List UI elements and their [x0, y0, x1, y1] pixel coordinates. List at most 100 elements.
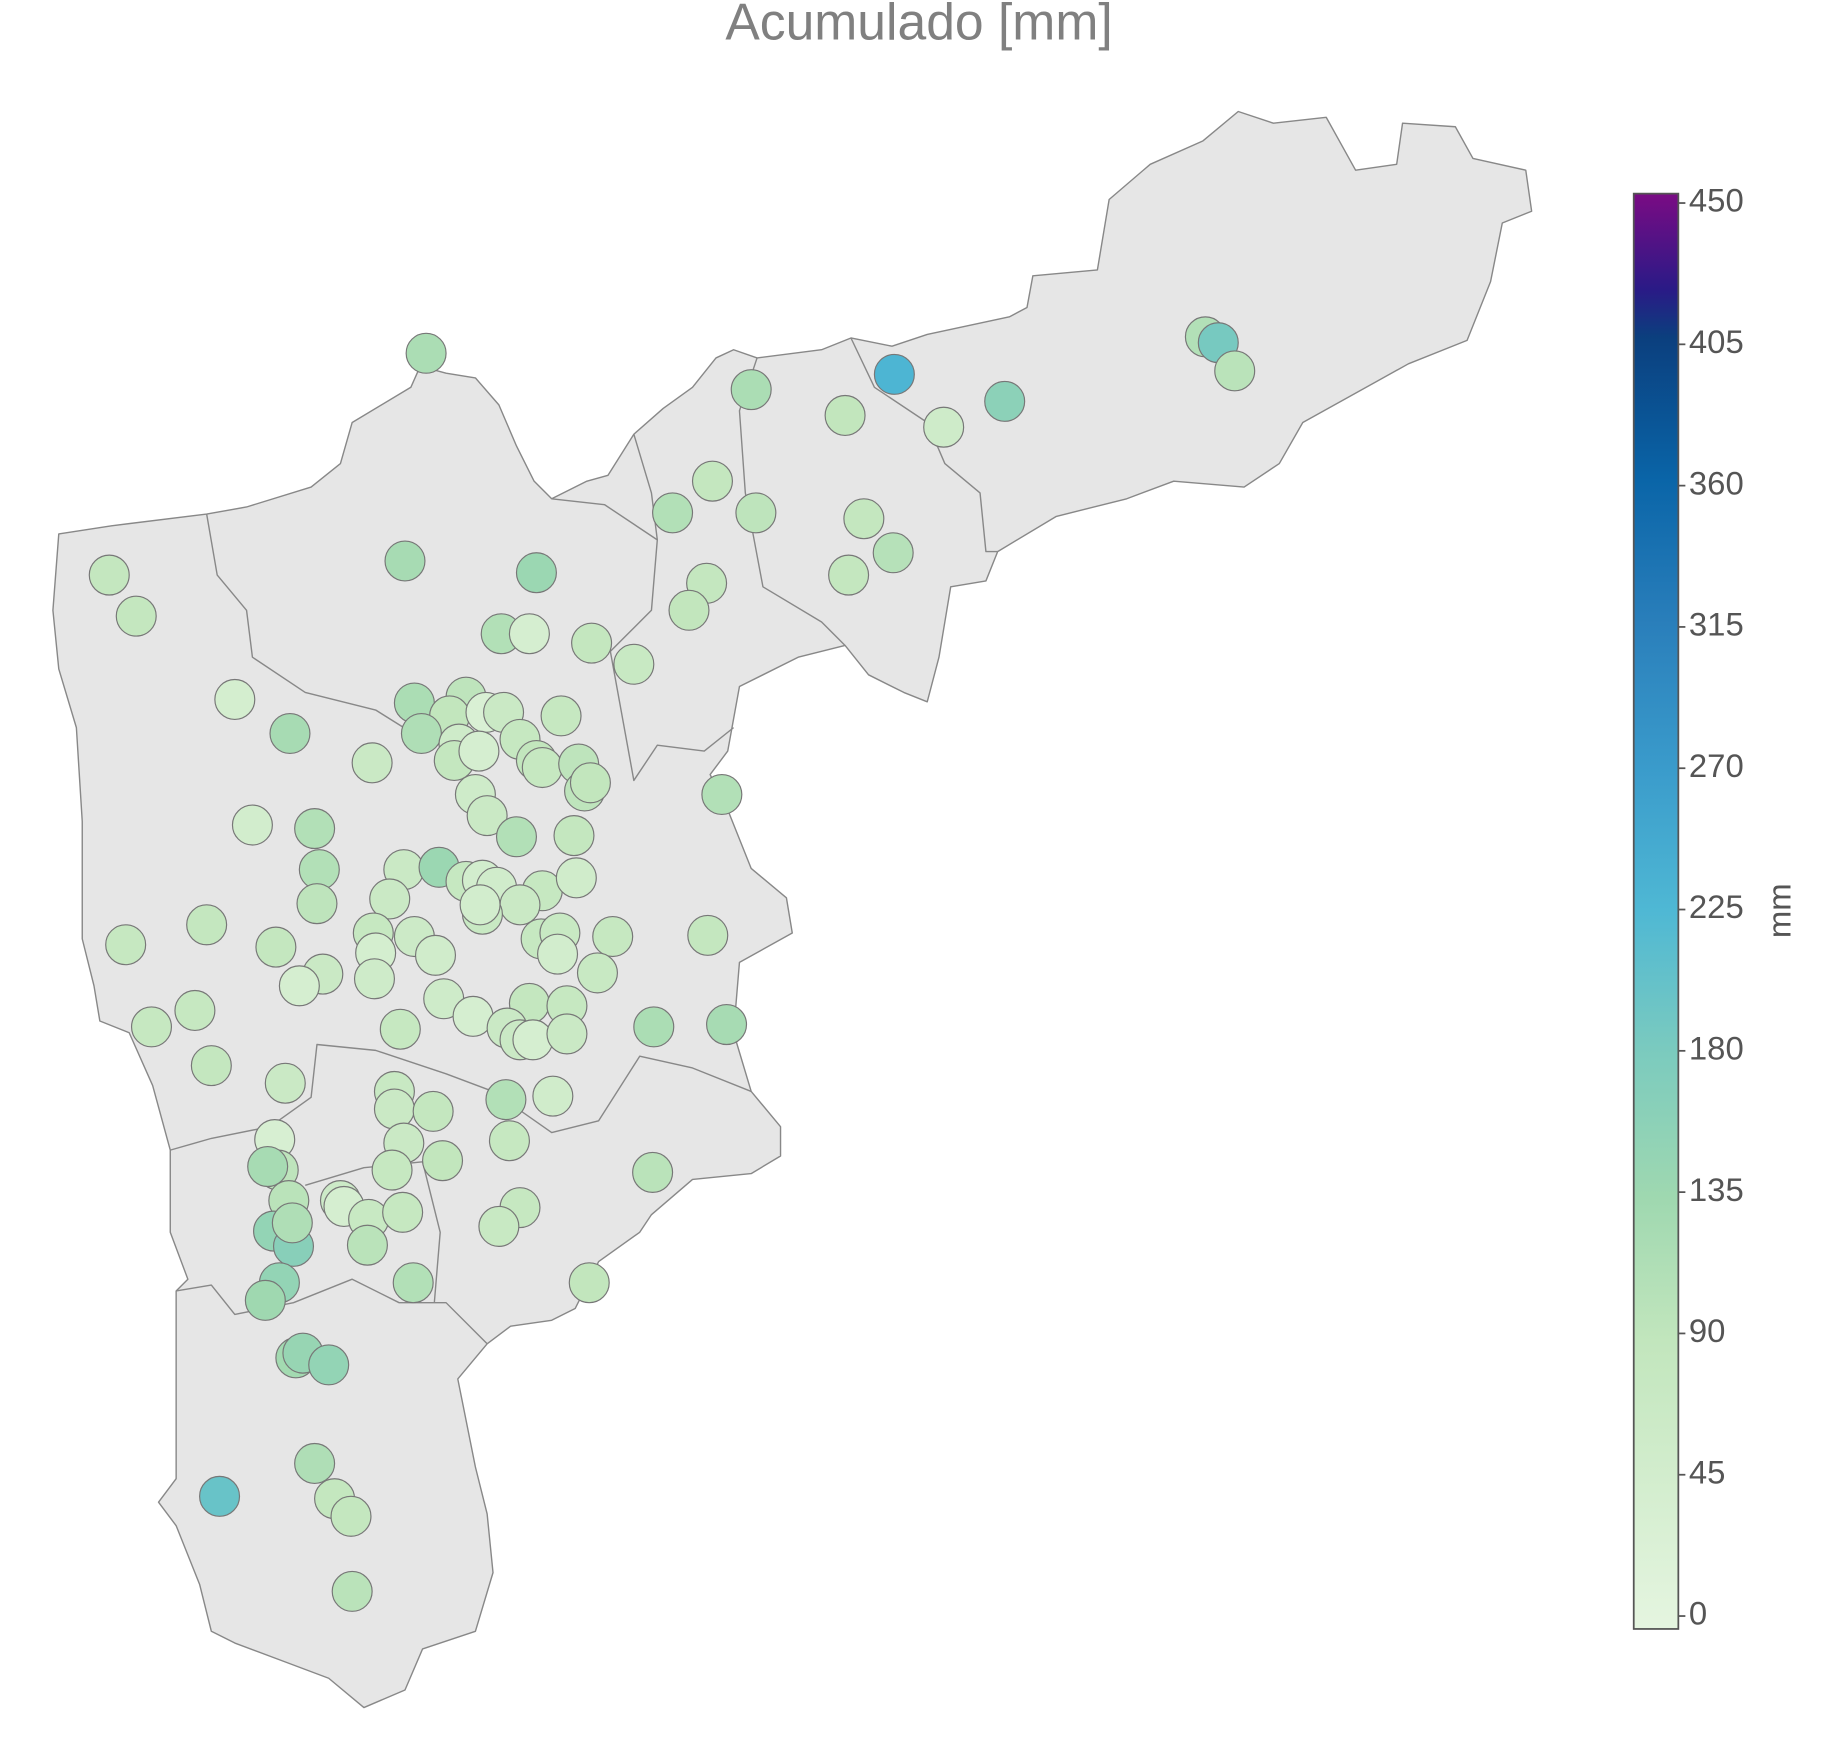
station-point [392, 1262, 434, 1304]
colorbar-tick-label: 225 [1689, 888, 1744, 925]
station-point [555, 857, 597, 899]
station-point [308, 1344, 350, 1386]
station-point [412, 1090, 454, 1132]
station-point [485, 1079, 527, 1121]
station-point [331, 1570, 373, 1612]
colorbar-tick-label: 135 [1689, 1171, 1744, 1208]
station-point [244, 1279, 286, 1321]
station-point [499, 884, 541, 926]
station-point [984, 380, 1026, 422]
region-map [52, 110, 1533, 1709]
station-point [537, 933, 579, 975]
colorbar-title: mm [1760, 883, 1797, 938]
station-point [400, 712, 442, 755]
station-point [633, 1006, 675, 1048]
station-point [691, 460, 734, 502]
station-point [540, 695, 582, 737]
colorbar-tick-label: 450 [1689, 182, 1744, 219]
station-point [735, 492, 777, 534]
station-point [351, 742, 393, 784]
station-point [515, 552, 557, 594]
station-point [730, 369, 772, 411]
colorbar-tick-label: 0 [1689, 1595, 1707, 1632]
colorbar-tick-label: 45 [1689, 1453, 1726, 1490]
station-point [382, 1191, 424, 1233]
border [176, 1278, 488, 1345]
region-outline [52, 110, 1533, 1709]
station-point [576, 952, 618, 994]
station-point [214, 678, 256, 720]
station-point [186, 904, 228, 946]
station-point [521, 746, 563, 789]
station-point [458, 730, 500, 772]
station-point [824, 394, 866, 436]
station-point [346, 1224, 388, 1266]
station-point [592, 915, 634, 958]
station-point [512, 1019, 554, 1061]
station-point [568, 1262, 610, 1304]
border [205, 513, 423, 740]
station-point [369, 878, 411, 920]
station-point [652, 492, 694, 534]
colorbar-tick-label: 270 [1689, 747, 1744, 784]
station-point [278, 965, 320, 1007]
station-point [294, 808, 336, 850]
station-point [105, 924, 147, 966]
station-point [843, 498, 885, 540]
station-point [255, 926, 297, 968]
colorbar-tick-label: 180 [1689, 1030, 1744, 1067]
station-point [174, 989, 216, 1032]
station-point [373, 1088, 415, 1130]
station-point [353, 958, 396, 1000]
station-point [405, 332, 447, 374]
station-point [488, 1120, 530, 1162]
station-point [701, 773, 743, 816]
stations [88, 316, 1256, 1612]
station-point [546, 1013, 588, 1055]
station-point [379, 1008, 421, 1050]
station-point [88, 554, 130, 596]
station-point [668, 589, 710, 631]
station-point [1214, 350, 1256, 392]
colorbar-tick-label: 360 [1689, 464, 1744, 501]
station-point [828, 554, 870, 596]
border [850, 337, 998, 553]
station-point [569, 762, 611, 804]
station-point [264, 1062, 306, 1104]
station-point [231, 804, 273, 846]
station-point [872, 532, 914, 574]
station-point [613, 643, 655, 685]
colorbar: mm 0 45 90 135 180 225 270 315 360 405 450 [1632, 182, 1797, 1632]
station-point [687, 914, 729, 956]
border [633, 434, 659, 540]
station-point [923, 406, 965, 448]
station-point [115, 595, 157, 637]
station-point [495, 816, 538, 858]
station-point [190, 1045, 232, 1087]
station-point [632, 1151, 674, 1193]
station-point [296, 883, 338, 925]
station-point [422, 1140, 464, 1182]
colorbar-tick-label: 90 [1689, 1312, 1726, 1349]
station-point [478, 1205, 520, 1247]
station-point [532, 1075, 574, 1117]
chart-title: Acumulado [mm] [725, 0, 1112, 50]
station-point [571, 622, 613, 664]
station-point [199, 1475, 241, 1517]
station-point [873, 353, 915, 395]
station-point [553, 815, 595, 857]
colorbar-tick-label: 315 [1689, 606, 1744, 643]
station-point [271, 1202, 313, 1244]
station-point [269, 712, 311, 755]
station-point [508, 613, 550, 655]
station-point [706, 1004, 748, 1046]
colorbar-tick-label: 405 [1689, 323, 1744, 360]
station-point [466, 795, 508, 837]
station-point [414, 934, 457, 976]
station-point [330, 1495, 372, 1537]
station-point [130, 1006, 173, 1048]
station-point [459, 884, 501, 926]
station-point [384, 540, 426, 582]
